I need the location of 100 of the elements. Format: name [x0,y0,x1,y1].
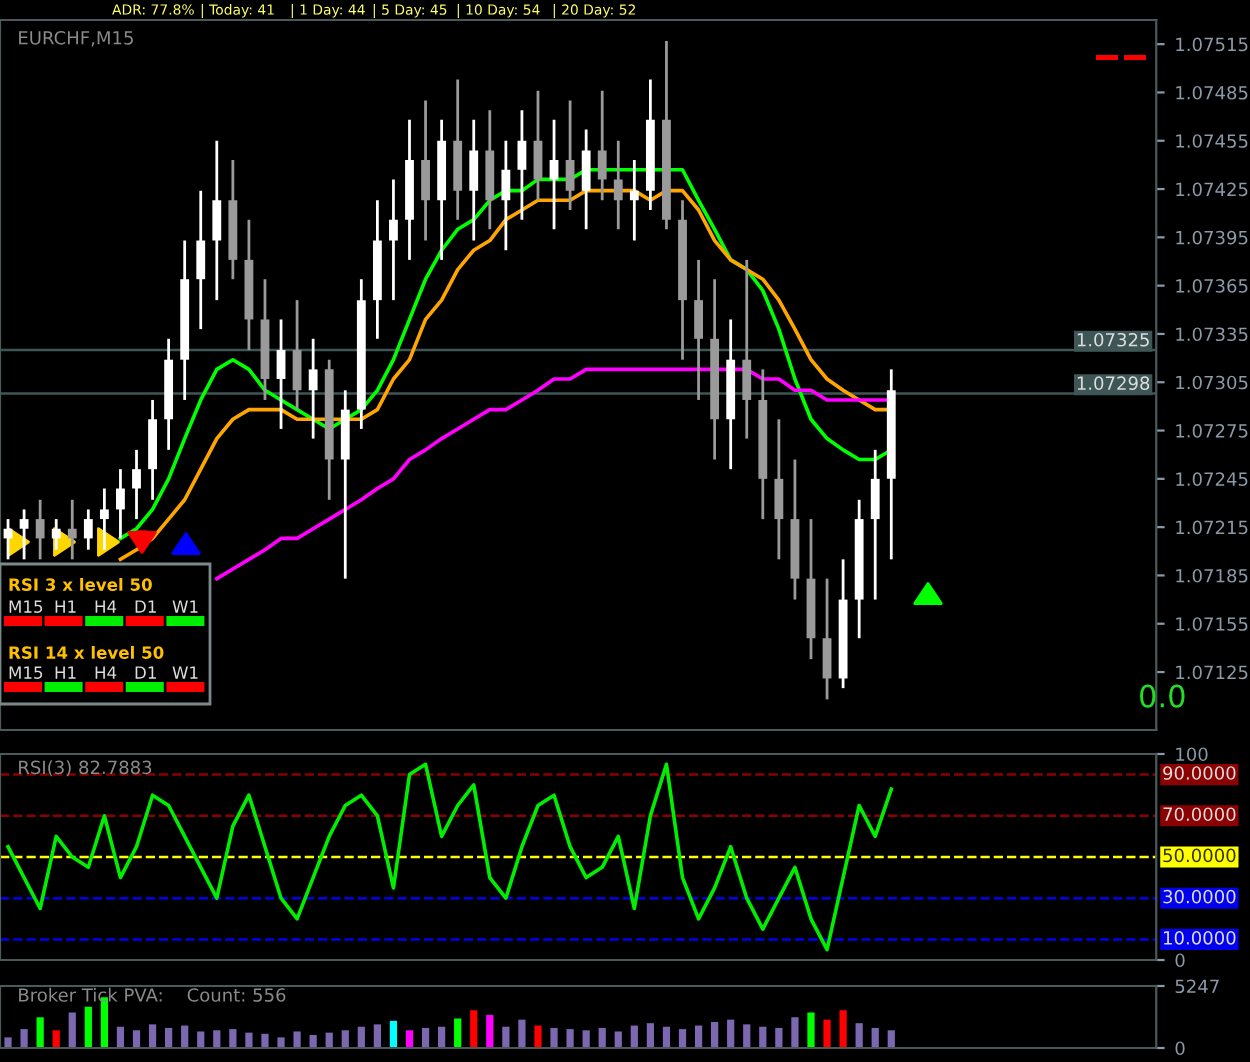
bar [630,1025,638,1048]
bar [711,1022,719,1048]
candlestick [517,108,527,222]
y-tick-label: 1.07185 [1176,568,1248,583]
ref-line-label: 1.07325 [1077,332,1149,347]
bar [36,1017,44,1048]
y-tick-label: 1.07485 [1176,85,1248,100]
bar [213,1030,221,1048]
candlestick [276,318,286,431]
candlestick [421,99,430,242]
bar [197,1031,205,1048]
bar [421,1027,430,1048]
y-tick-label: 1.07365 [1176,279,1248,293]
bar [293,1031,301,1048]
bar [116,1026,125,1048]
bar [775,1027,783,1048]
bar [341,1030,349,1048]
candlestick [694,258,703,402]
candlestick [742,258,752,440]
bar [181,1025,189,1048]
ref-line-label: 70.0000 [1163,807,1236,822]
bar [839,1010,847,1048]
y-tick-label: 1.07245 [1176,472,1248,486]
candlestick [581,128,591,231]
bar [165,1027,173,1048]
y-tick-label: 1.07515 [1176,37,1248,52]
y-tick-label: 1.07425 [1176,182,1248,197]
y-tick-label: 1.07275 [1176,424,1248,438]
bar [486,1014,494,1048]
annotation: W1 [172,666,198,679]
candlestick [565,99,575,212]
bar [454,1018,462,1048]
annotation: H4 [95,600,117,613]
bar [646,1023,654,1048]
bar [871,1027,879,1048]
bar [357,1026,365,1048]
bar [727,1019,735,1048]
candlestick [870,448,880,601]
bar [438,1026,446,1048]
annotation: H1 [55,666,76,679]
bar [550,1027,558,1048]
bar [389,1020,398,1048]
bar [261,1033,269,1048]
ref-line-label: 30.0000 [1163,889,1236,904]
bar [20,1029,28,1048]
y-tick-label: 1.07455 [1176,134,1248,148]
bar [502,1026,510,1048]
candlestick [212,139,222,302]
bar [52,1030,60,1048]
bar [148,1024,157,1048]
bar [68,1012,76,1048]
bar [791,1017,799,1048]
ref-line-label: 10.0000 [1164,930,1236,945]
candlestick [99,487,109,552]
bar [743,1024,751,1048]
chart-title: RSI(3) 82.7883 [19,760,152,777]
bar [887,1030,895,1048]
candlestick [292,298,302,411]
bar [678,1029,687,1048]
bar [277,1037,285,1048]
chart-title: Broker Tick PVA: Count: 556 [19,987,286,1002]
line-series [6,762,894,952]
bar [132,1030,141,1048]
candlestick [501,139,511,252]
bar [566,1029,574,1048]
candlestick [196,189,206,331]
candlestick [116,467,125,540]
y-tick-label: 1.07395 [1176,230,1248,245]
candlestick [132,448,141,521]
annotation: M15 [9,600,43,613]
annotation: H4 [95,666,117,679]
y-tick-label: 1.07125 [1176,665,1248,680]
y-tick-label: 1.07305 [1176,375,1248,390]
candlestick [83,508,93,552]
bar [807,1012,815,1048]
y-tick-label: 1.07215 [1176,520,1248,535]
text: 0.0 [1140,684,1185,708]
y-tick-label: 1.07335 [1176,327,1248,342]
annotation: RSI 3 x level 50 [9,578,152,591]
annotation: H1 [55,600,76,613]
bar [518,1019,526,1048]
text: EURCHF,M15 [19,30,133,47]
ref-line-label: 90.0000 [1163,766,1236,780]
annotation: D1 [135,600,156,613]
candlestick [629,158,639,242]
bar [229,1029,237,1048]
bar [405,1030,414,1048]
bar [823,1019,831,1048]
bar [470,1010,478,1048]
bar [614,1031,622,1048]
bar [759,1026,767,1048]
candlestick [35,498,45,561]
annotation: RSI 14 x level 50 [9,646,164,659]
bar [84,1006,92,1048]
annotation: D1 [135,666,156,679]
candlestick [51,517,61,552]
candlestick [613,139,623,231]
ref-line-label: 50.0000 [1163,848,1236,863]
candlestick [389,178,398,302]
bar [582,1030,590,1048]
